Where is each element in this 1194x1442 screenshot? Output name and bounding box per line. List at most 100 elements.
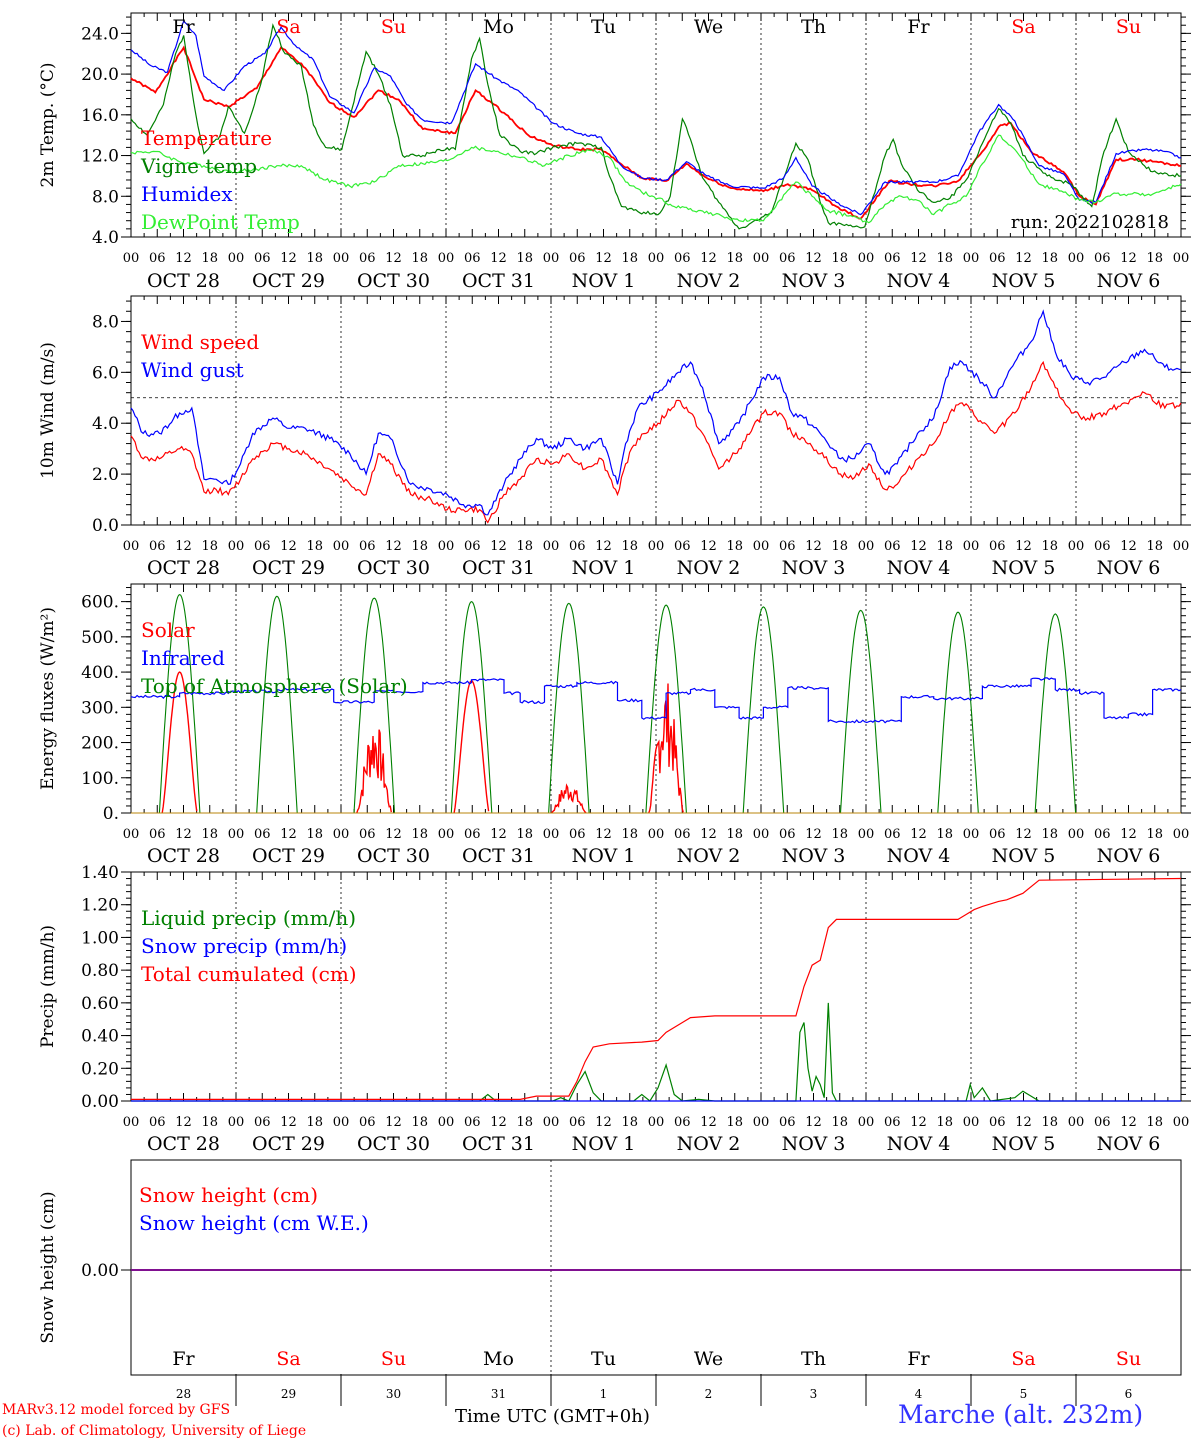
model-credit: MARv3.12 model forced by GFS (c) Lab. of… xyxy=(2,1400,306,1442)
weekday-label-bottom: Th xyxy=(801,1348,826,1370)
hour-label: 00 xyxy=(648,827,665,842)
hour-label: 00 xyxy=(228,539,245,554)
day-number-label: 29 xyxy=(281,1387,296,1401)
hour-label: 12 xyxy=(175,827,192,842)
y-tick-label: 0.40 xyxy=(81,1027,119,1047)
solar-line xyxy=(550,783,587,814)
hour-label: 12 xyxy=(280,539,297,554)
hour-label: 06 xyxy=(569,1115,586,1130)
weekday-label-top: Tu xyxy=(591,16,616,38)
wind-panel: 00 06 12 18 00 06 12 18 00 06 12 18 00 06 12 18 00 06 12 18… xyxy=(38,295,1191,579)
legend-entry: Solar xyxy=(141,618,195,642)
hour-label: 00 xyxy=(1173,827,1190,842)
date-label: NOV 6 xyxy=(1097,270,1161,292)
y-tick-label: 8.0 xyxy=(92,312,119,332)
hour-label: 18 xyxy=(306,539,323,554)
hour-label: 12 xyxy=(595,827,612,842)
date-label: OCT 31 xyxy=(462,1133,535,1155)
day-number-label: 5 xyxy=(1020,1387,1028,1401)
hour-label: 18 xyxy=(621,251,638,266)
temperature-panel: 00 06 12 18 00 06 12 18 00 06 12 18 00 06 12 18 00 06 12 18… xyxy=(38,12,1191,292)
date-label: NOV 3 xyxy=(782,557,846,579)
hour-label: 12 xyxy=(280,1115,297,1130)
hour-label: 12 xyxy=(910,539,927,554)
date-label: OCT 28 xyxy=(147,557,220,579)
hour-label: 12 xyxy=(595,251,612,266)
y-axis-label: 10m Wind (m/s) xyxy=(38,342,58,479)
hour-label: 00 xyxy=(333,1115,350,1130)
series-line-dewpoint-temp xyxy=(130,134,1182,224)
hour-label: 18 xyxy=(936,251,953,266)
hour-label: 12 xyxy=(700,827,717,842)
hour-label: 06 xyxy=(464,251,481,266)
hour-label: 00 xyxy=(753,1115,770,1130)
date-label: OCT 31 xyxy=(462,270,535,292)
hour-label: 06 xyxy=(674,251,691,266)
weekday-label-top: Th xyxy=(801,16,826,38)
date-label: OCT 31 xyxy=(462,845,535,867)
weekday-label-top: Sa xyxy=(1011,16,1035,38)
weekday-label-top: We xyxy=(694,16,723,38)
hour-label: 00 xyxy=(1068,1115,1085,1130)
hour-label: 18 xyxy=(411,251,428,266)
series-line-wind-gust xyxy=(130,309,1182,516)
legend-entry: Snow height (cm) xyxy=(139,1183,318,1207)
hour-label: 00 xyxy=(543,539,560,554)
date-label: OCT 29 xyxy=(252,557,325,579)
weekday-label-top: Su xyxy=(381,16,406,38)
date-label: NOV 3 xyxy=(782,1133,846,1155)
hour-label: 12 xyxy=(385,251,402,266)
day-number-label: 2 xyxy=(705,1387,713,1401)
hour-label: 06 xyxy=(464,539,481,554)
hour-label: 00 xyxy=(123,539,140,554)
hour-label: 06 xyxy=(569,251,586,266)
weekday-label-bottom: Sa xyxy=(1011,1348,1035,1370)
x-axis-label: Time UTC (GMT+0h) xyxy=(455,1406,650,1427)
hour-label: 12 xyxy=(490,827,507,842)
hour-label: 12 xyxy=(595,539,612,554)
hour-label: 06 xyxy=(254,251,271,266)
y-tick-label: 0.00 xyxy=(81,1261,119,1281)
date-label: NOV 1 xyxy=(572,270,636,292)
hour-label: 12 xyxy=(910,827,927,842)
hour-label: 00 xyxy=(543,827,560,842)
y-tick-label: 0.00 xyxy=(81,1092,119,1112)
hour-label: 00 xyxy=(1068,539,1085,554)
hour-label: 06 xyxy=(989,251,1006,266)
hour-label: 12 xyxy=(1120,1115,1137,1130)
hour-label: 00 xyxy=(438,827,455,842)
day-number-label: 6 xyxy=(1125,1387,1133,1401)
weekday-label-bottom: Su xyxy=(381,1348,406,1370)
hour-label: 12 xyxy=(805,251,822,266)
weekday-label-bottom: Tu xyxy=(591,1348,616,1370)
hour-label: 12 xyxy=(280,827,297,842)
hour-label: 00 xyxy=(963,539,980,554)
weekday-label-bottom: Sa xyxy=(276,1348,300,1370)
hour-label: 00 xyxy=(123,1115,140,1130)
hour-label: 00 xyxy=(753,251,770,266)
hour-label: 18 xyxy=(516,827,533,842)
hour-label: 12 xyxy=(385,539,402,554)
legend-entry: Liquid precip (mm/h) xyxy=(141,906,356,930)
weekday-label-bottom: Fr xyxy=(172,1348,195,1370)
hour-label: 06 xyxy=(989,1115,1006,1130)
hour-label: 06 xyxy=(359,827,376,842)
hour-label: 18 xyxy=(1041,827,1058,842)
hour-label: 12 xyxy=(1120,251,1137,266)
hour-label: 06 xyxy=(149,827,166,842)
hour-label: 06 xyxy=(1094,539,1111,554)
toa-solar-line xyxy=(548,602,590,814)
legend-entry: Infrared xyxy=(141,646,225,670)
date-label: OCT 28 xyxy=(147,1133,220,1155)
y-tick-label: 20.0 xyxy=(81,65,119,85)
hour-label: 18 xyxy=(621,827,638,842)
hour-label: 18 xyxy=(831,827,848,842)
hour-label: 12 xyxy=(805,827,822,842)
date-label: OCT 30 xyxy=(357,1133,430,1155)
hour-label: 18 xyxy=(726,539,743,554)
hour-label: 06 xyxy=(1094,827,1111,842)
hour-label: 06 xyxy=(989,539,1006,554)
hour-label: 00 xyxy=(228,251,245,266)
weekday-label-top: Sa xyxy=(276,16,300,38)
date-label: OCT 31 xyxy=(462,557,535,579)
